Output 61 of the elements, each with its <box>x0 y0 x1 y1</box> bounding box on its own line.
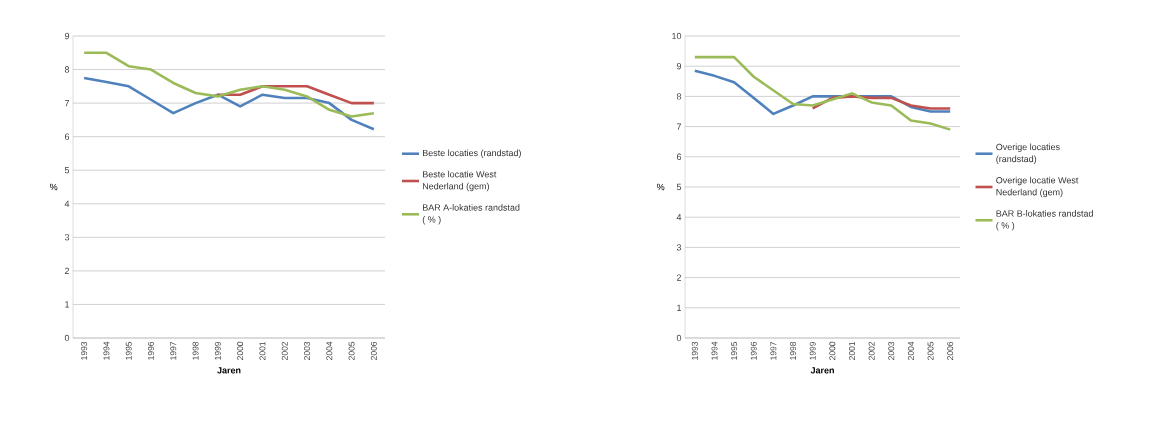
y-tick-label: 9 <box>64 32 70 40</box>
x-tick-label: 1997 <box>770 341 777 360</box>
x-tick-label: 2002 <box>868 341 875 360</box>
y-tick-label: 1 <box>677 304 682 311</box>
y-tick-label: 5 <box>676 183 682 191</box>
y-tick-label: 7 <box>64 100 70 107</box>
x-axis-title: Jaren <box>810 367 834 374</box>
y-tick-label: 7 <box>676 123 682 130</box>
y-tick-label: 8 <box>676 93 682 100</box>
y-tick-label: 9 <box>676 63 682 70</box>
x-tick-label: 2005 <box>348 341 355 360</box>
x-tick-label: 1999 <box>214 341 221 360</box>
y-tick-label: 3 <box>676 244 682 251</box>
y-tick-label: 5 <box>64 167 70 174</box>
x-tick-label: 2001 <box>848 341 855 360</box>
y-tick-label: 6 <box>64 133 70 140</box>
x-tick-label: 2006 <box>370 341 377 360</box>
x-tick-label: 1996 <box>148 341 154 360</box>
legend-label: Overige locaties (randstad) <box>996 143 1060 164</box>
y-tick-label: 4 <box>64 200 70 207</box>
y-tick-label: 2 <box>64 267 70 275</box>
x-tick-label: 2001 <box>259 341 266 360</box>
x-tick-label: 2000 <box>829 341 836 360</box>
y-tick-label: 0 <box>64 334 70 342</box>
y-axis-title: % <box>49 183 58 191</box>
y-tick-label: 0 <box>676 334 682 342</box>
y-tick-label: 3 <box>64 234 70 241</box>
legend-label: Beste locatie West Nederland (gem) <box>423 170 497 192</box>
x-tick-label: 2005 <box>927 341 934 360</box>
x-tick-label: 1999 <box>809 341 816 360</box>
legend-label: BAR A-lokaties randstad ( % ) <box>422 204 520 225</box>
y-axis-title: % <box>657 183 665 191</box>
legend-label: Beste locaties (randstad) <box>423 149 521 158</box>
x-tick-label: 1995 <box>125 341 132 360</box>
line-series <box>82 76 376 131</box>
legend-label: BAR B-lokaties randstad ( % ) <box>996 210 1093 231</box>
legend-label: Overige locatie West Nederland (gem) <box>996 176 1079 198</box>
y-tick-label: 6 <box>676 153 682 160</box>
x-tick-label: 2003 <box>304 341 310 360</box>
x-tick-label: 2003 <box>888 341 895 360</box>
x-tick-label: 1993 <box>81 341 88 360</box>
x-tick-label: 1993 <box>691 341 698 360</box>
x-tick-label: 1994 <box>103 341 110 360</box>
x-tick-label: 2002 <box>281 341 288 360</box>
y-tick-label: 4 <box>676 214 682 221</box>
x-tick-label: 1998 <box>192 341 199 360</box>
line-series <box>82 51 376 118</box>
x-tick-label: 1998 <box>790 341 797 360</box>
x-tick-label: 1996 <box>750 341 757 360</box>
y-tick-label: 10 <box>672 32 682 40</box>
x-tick-label: 2004 <box>326 341 333 360</box>
x-tick-label: 2004 <box>907 341 914 360</box>
x-tick-label: 1997 <box>170 341 177 360</box>
y-tick-label: 8 <box>64 66 70 73</box>
x-tick-label: 2006 <box>947 341 954 360</box>
y-tick-label: 1 <box>65 301 70 308</box>
x-tick-label: 1994 <box>711 341 718 360</box>
x-tick-label: 2000 <box>237 341 244 360</box>
x-tick-label: 1995 <box>731 341 738 360</box>
y-tick-label: 2 <box>676 274 682 281</box>
x-axis-title: Jaren <box>217 367 241 374</box>
